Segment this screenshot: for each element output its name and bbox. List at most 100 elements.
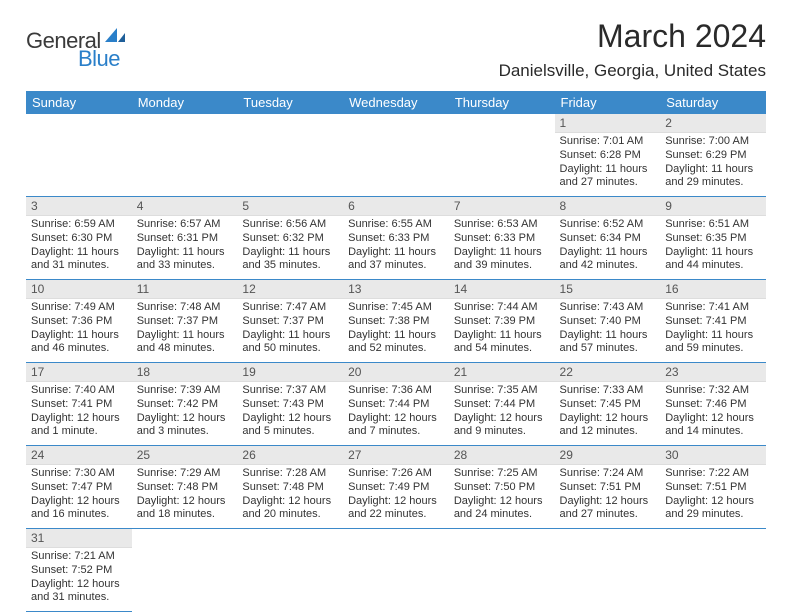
- day-number: 5: [237, 197, 343, 216]
- sunset-line: Sunset: 6:33 PM: [348, 232, 444, 246]
- daylight1-line: Daylight: 12 hours: [31, 578, 127, 592]
- sunset-line: Sunset: 6:32 PM: [242, 232, 338, 246]
- day-body: Sunrise: 6:52 AMSunset: 6:34 PMDaylight:…: [555, 216, 661, 279]
- sunset-line: Sunset: 7:47 PM: [31, 481, 127, 495]
- day-number: 2: [660, 114, 766, 133]
- day-number: 8: [555, 197, 661, 216]
- daylight2-line: and 31 minutes.: [31, 591, 127, 605]
- calendar-day-cell: 9Sunrise: 6:51 AMSunset: 6:35 PMDaylight…: [660, 197, 766, 280]
- calendar-day-cell: 1Sunrise: 7:01 AMSunset: 6:28 PMDaylight…: [555, 114, 661, 197]
- daylight1-line: Daylight: 11 hours: [454, 246, 550, 260]
- sunrise-line: Sunrise: 7:43 AM: [560, 301, 656, 315]
- daylight1-line: Daylight: 12 hours: [665, 495, 761, 509]
- calendar-week-row: 31Sunrise: 7:21 AMSunset: 7:52 PMDayligh…: [26, 529, 766, 612]
- sunset-line: Sunset: 7:38 PM: [348, 315, 444, 329]
- calendar-day-cell: 21Sunrise: 7:35 AMSunset: 7:44 PMDayligh…: [449, 363, 555, 446]
- calendar-day-cell: [26, 114, 132, 197]
- calendar-week-row: 1Sunrise: 7:01 AMSunset: 6:28 PMDaylight…: [26, 114, 766, 197]
- daylight2-line: and 29 minutes.: [665, 176, 761, 190]
- calendar-day-cell: 25Sunrise: 7:29 AMSunset: 7:48 PMDayligh…: [132, 446, 238, 529]
- sunset-line: Sunset: 7:49 PM: [348, 481, 444, 495]
- sunset-line: Sunset: 6:30 PM: [31, 232, 127, 246]
- day-number: 31: [26, 529, 132, 548]
- daylight2-line: and 20 minutes.: [242, 508, 338, 522]
- calendar-day-cell: 28Sunrise: 7:25 AMSunset: 7:50 PMDayligh…: [449, 446, 555, 529]
- day-number: 6: [343, 197, 449, 216]
- daylight2-line: and 12 minutes.: [560, 425, 656, 439]
- sunset-line: Sunset: 6:29 PM: [665, 149, 761, 163]
- sunrise-line: Sunrise: 7:49 AM: [31, 301, 127, 315]
- day-number: 15: [555, 280, 661, 299]
- day-body: Sunrise: 7:01 AMSunset: 6:28 PMDaylight:…: [555, 133, 661, 196]
- calendar-day-cell: 10Sunrise: 7:49 AMSunset: 7:36 PMDayligh…: [26, 280, 132, 363]
- day-body: Sunrise: 7:25 AMSunset: 7:50 PMDaylight:…: [449, 465, 555, 528]
- col-monday: Monday: [132, 91, 238, 114]
- daylight2-line: and 44 minutes.: [665, 259, 761, 273]
- daylight1-line: Daylight: 12 hours: [31, 412, 127, 426]
- day-number: 22: [555, 363, 661, 382]
- weekday-header-row: Sunday Monday Tuesday Wednesday Thursday…: [26, 91, 766, 114]
- daylight1-line: Daylight: 12 hours: [242, 495, 338, 509]
- day-body: Sunrise: 7:43 AMSunset: 7:40 PMDaylight:…: [555, 299, 661, 362]
- daylight2-line: and 57 minutes.: [560, 342, 656, 356]
- sunrise-line: Sunrise: 7:35 AM: [454, 384, 550, 398]
- calendar-day-cell: 12Sunrise: 7:47 AMSunset: 7:37 PMDayligh…: [237, 280, 343, 363]
- sunrise-line: Sunrise: 6:59 AM: [31, 218, 127, 232]
- sunset-line: Sunset: 7:45 PM: [560, 398, 656, 412]
- sunrise-line: Sunrise: 7:48 AM: [137, 301, 233, 315]
- calendar-day-cell: 5Sunrise: 6:56 AMSunset: 6:32 PMDaylight…: [237, 197, 343, 280]
- daylight1-line: Daylight: 11 hours: [560, 329, 656, 343]
- calendar-week-row: 17Sunrise: 7:40 AMSunset: 7:41 PMDayligh…: [26, 363, 766, 446]
- day-number: 16: [660, 280, 766, 299]
- day-body: Sunrise: 7:00 AMSunset: 6:29 PMDaylight:…: [660, 133, 766, 196]
- daylight1-line: Daylight: 11 hours: [454, 329, 550, 343]
- sunrise-line: Sunrise: 6:56 AM: [242, 218, 338, 232]
- sunset-line: Sunset: 7:51 PM: [560, 481, 656, 495]
- sunrise-line: Sunrise: 6:57 AM: [137, 218, 233, 232]
- day-number: 23: [660, 363, 766, 382]
- daylight2-line: and 29 minutes.: [665, 508, 761, 522]
- day-number: 13: [343, 280, 449, 299]
- sunset-line: Sunset: 6:33 PM: [454, 232, 550, 246]
- day-body: Sunrise: 6:57 AMSunset: 6:31 PMDaylight:…: [132, 216, 238, 279]
- sunset-line: Sunset: 7:48 PM: [242, 481, 338, 495]
- day-number: 14: [449, 280, 555, 299]
- sunset-line: Sunset: 7:51 PM: [665, 481, 761, 495]
- calendar-day-cell: 24Sunrise: 7:30 AMSunset: 7:47 PMDayligh…: [26, 446, 132, 529]
- daylight1-line: Daylight: 12 hours: [454, 412, 550, 426]
- col-tuesday: Tuesday: [237, 91, 343, 114]
- daylight2-line: and 1 minute.: [31, 425, 127, 439]
- calendar-day-cell: 3Sunrise: 6:59 AMSunset: 6:30 PMDaylight…: [26, 197, 132, 280]
- day-body: Sunrise: 7:33 AMSunset: 7:45 PMDaylight:…: [555, 382, 661, 445]
- day-number: 28: [449, 446, 555, 465]
- sunset-line: Sunset: 7:37 PM: [137, 315, 233, 329]
- calendar-day-cell: 16Sunrise: 7:41 AMSunset: 7:41 PMDayligh…: [660, 280, 766, 363]
- calendar-table: Sunday Monday Tuesday Wednesday Thursday…: [26, 91, 766, 612]
- day-body: Sunrise: 7:28 AMSunset: 7:48 PMDaylight:…: [237, 465, 343, 528]
- day-body: Sunrise: 7:24 AMSunset: 7:51 PMDaylight:…: [555, 465, 661, 528]
- daylight1-line: Daylight: 12 hours: [454, 495, 550, 509]
- sunset-line: Sunset: 6:34 PM: [560, 232, 656, 246]
- calendar-day-cell: [132, 529, 238, 612]
- daylight1-line: Daylight: 11 hours: [137, 246, 233, 260]
- daylight2-line: and 37 minutes.: [348, 259, 444, 273]
- sunrise-line: Sunrise: 6:53 AM: [454, 218, 550, 232]
- calendar-day-cell: 2Sunrise: 7:00 AMSunset: 6:29 PMDaylight…: [660, 114, 766, 197]
- calendar-day-cell: [132, 114, 238, 197]
- day-body: Sunrise: 6:59 AMSunset: 6:30 PMDaylight:…: [26, 216, 132, 279]
- sunset-line: Sunset: 7:36 PM: [31, 315, 127, 329]
- daylight1-line: Daylight: 11 hours: [242, 329, 338, 343]
- day-number: 29: [555, 446, 661, 465]
- daylight1-line: Daylight: 11 hours: [560, 246, 656, 260]
- day-number: 26: [237, 446, 343, 465]
- daylight2-line: and 54 minutes.: [454, 342, 550, 356]
- daylight2-line: and 14 minutes.: [665, 425, 761, 439]
- day-body: Sunrise: 7:22 AMSunset: 7:51 PMDaylight:…: [660, 465, 766, 528]
- daylight2-line: and 22 minutes.: [348, 508, 444, 522]
- daylight2-line: and 33 minutes.: [137, 259, 233, 273]
- calendar-day-cell: 18Sunrise: 7:39 AMSunset: 7:42 PMDayligh…: [132, 363, 238, 446]
- day-body: Sunrise: 7:39 AMSunset: 7:42 PMDaylight:…: [132, 382, 238, 445]
- sunrise-line: Sunrise: 7:36 AM: [348, 384, 444, 398]
- daylight1-line: Daylight: 11 hours: [665, 163, 761, 177]
- calendar-day-cell: [343, 529, 449, 612]
